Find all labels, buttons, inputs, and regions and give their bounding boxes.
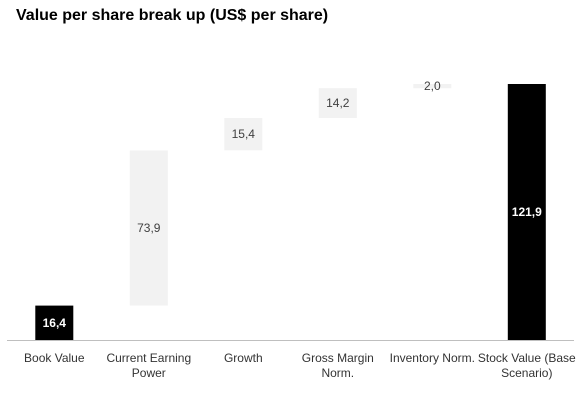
- category-label-5: Stock Value (Base Scenario): [478, 351, 576, 380]
- data-label-4: 2,0: [424, 79, 441, 93]
- data-label-0: 16,4: [43, 316, 67, 330]
- bar-5: [507, 84, 546, 340]
- data-label-1: 73,9: [137, 221, 161, 235]
- bar-2: [224, 118, 263, 151]
- bar-4: [413, 84, 452, 89]
- category-label-0: Book Value: [24, 351, 85, 365]
- data-label-3: 14,2: [326, 96, 350, 110]
- bar-3: [318, 88, 357, 118]
- chart-title: Value per share break up (US$ per share): [16, 7, 329, 24]
- category-label-3: Gross Margin Norm.: [302, 351, 374, 380]
- bar-1: [129, 150, 168, 306]
- category-label-1: Current Earning Power: [106, 351, 191, 380]
- data-label-5: 121,9: [512, 205, 542, 219]
- bar-0: [35, 305, 74, 340]
- category-label-4: Inventory Norm.: [390, 351, 475, 365]
- data-label-2: 15,4: [232, 127, 256, 141]
- category-label-2: Growth: [224, 351, 263, 365]
